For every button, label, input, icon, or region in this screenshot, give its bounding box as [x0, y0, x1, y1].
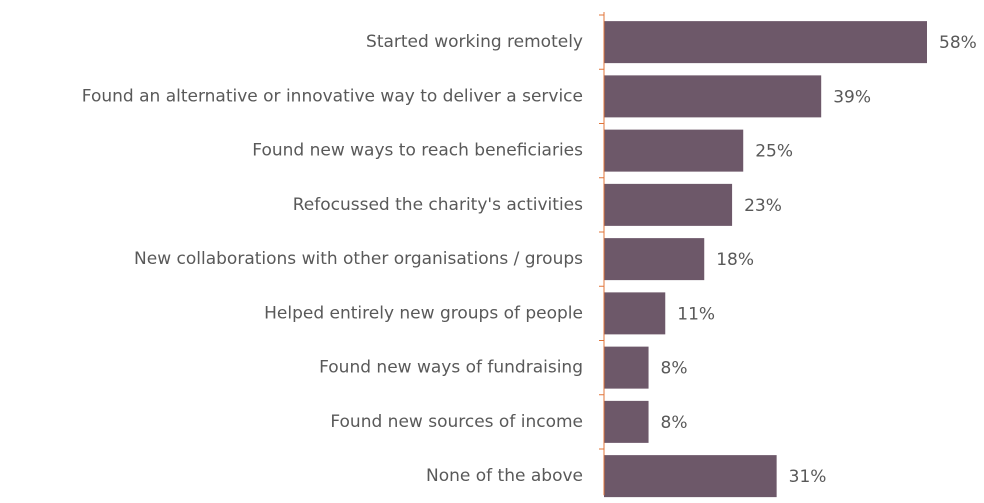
category-label: None of the above — [426, 466, 583, 486]
category-label: Found an alternative or innovative way t… — [82, 86, 583, 106]
bar — [604, 75, 822, 118]
value-label: 18% — [716, 250, 754, 270]
category-label: Refocussed the charity's activities — [293, 195, 583, 215]
value-label: 8% — [661, 359, 688, 379]
bar — [604, 238, 705, 281]
value-label: 39% — [833, 87, 871, 107]
value-label: 8% — [661, 413, 688, 433]
bar — [604, 21, 927, 64]
value-label: 23% — [744, 196, 782, 216]
category-label: Found new ways to reach beneficiaries — [252, 141, 583, 161]
value-label: 11% — [677, 304, 715, 324]
category-label: Found new sources of income — [330, 412, 583, 432]
category-label: Helped entirely new groups of people — [264, 303, 583, 323]
bar — [604, 346, 649, 389]
category-label: Started working remotely — [366, 32, 583, 52]
bar — [604, 455, 777, 498]
bar — [604, 400, 649, 443]
value-label: 58% — [939, 33, 977, 53]
bar — [604, 129, 744, 172]
value-label: 31% — [789, 467, 827, 487]
value-label: 25% — [755, 142, 793, 162]
bar — [604, 292, 666, 335]
category-label: Found new ways of fundraising — [319, 358, 583, 378]
bar — [604, 183, 733, 226]
category-label: New collaborations with other organisati… — [134, 249, 583, 269]
